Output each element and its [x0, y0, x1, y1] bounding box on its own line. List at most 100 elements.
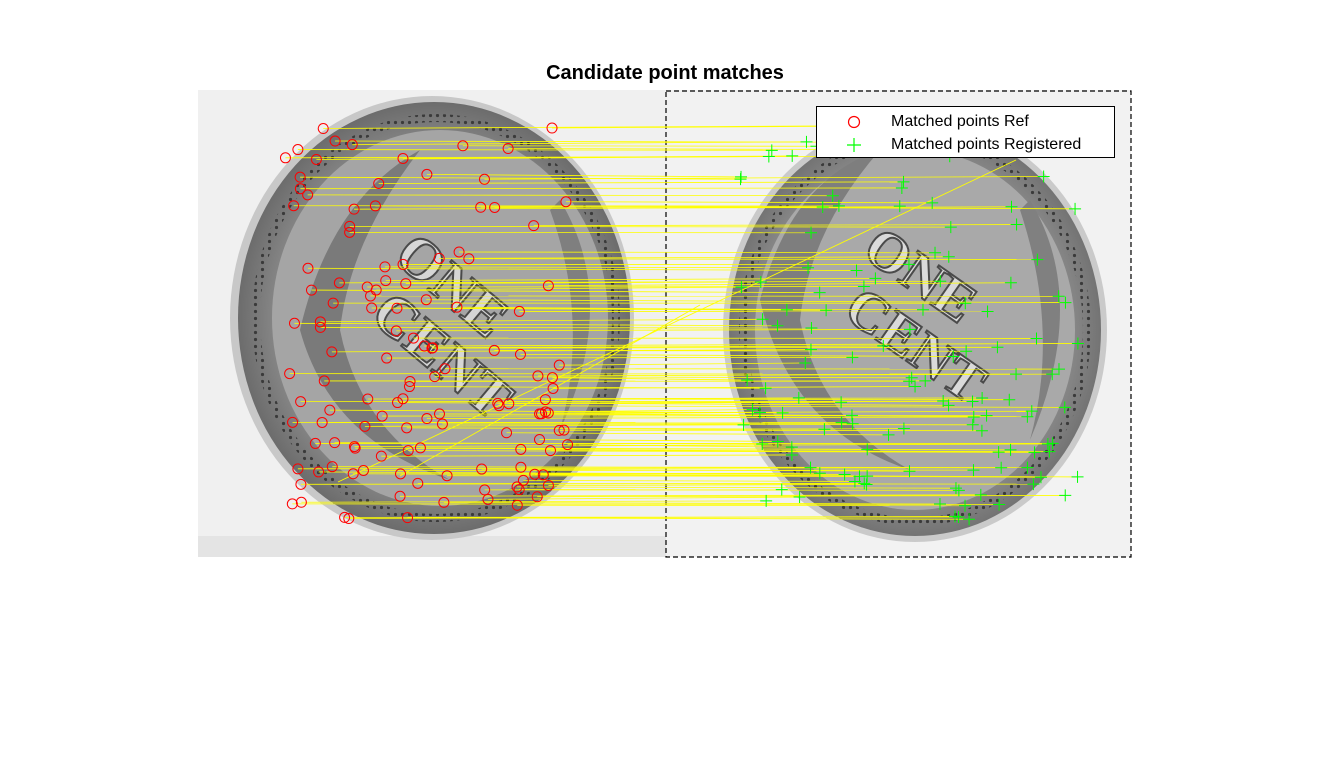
ref-point-marker [318, 375, 330, 387]
registered-point-marker [1071, 337, 1084, 350]
ref-point-marker [453, 246, 465, 258]
ref-point-marker [414, 442, 426, 454]
match-line [410, 380, 926, 382]
registered-point-marker [746, 403, 759, 416]
registered-point-marker [1005, 200, 1018, 213]
match-line [396, 328, 910, 332]
ref-point-marker [309, 437, 321, 449]
match-line [316, 156, 769, 160]
ref-point-marker [395, 468, 407, 480]
ref-point-marker [560, 196, 572, 208]
registered-point-marker [846, 417, 859, 430]
ref-point-marker [513, 305, 525, 317]
match-line [523, 479, 855, 482]
ref-point-marker [515, 443, 527, 455]
registered-point-marker [1052, 363, 1065, 376]
ref-point-marker [326, 461, 338, 473]
ref-point-marker [558, 424, 570, 436]
ref-point-marker [501, 427, 513, 439]
registered-point-marker [949, 482, 962, 495]
registered-point-marker [995, 461, 1008, 474]
figure-title: Candidate point matches [546, 62, 784, 84]
match-line [563, 429, 982, 432]
match-line [520, 353, 954, 357]
registered-point-marker [991, 341, 1004, 354]
registered-point-marker [967, 464, 980, 477]
ref-point-marker [529, 468, 541, 480]
registered-point-marker [765, 144, 778, 157]
ref-point-marker [348, 203, 360, 215]
registered-point-marker [902, 258, 915, 271]
ref-point-marker [295, 478, 307, 490]
ref-point-marker [436, 418, 448, 430]
ref-point-marker [511, 481, 523, 493]
registered-point-marker [813, 286, 826, 299]
outlier-match-line [399, 304, 701, 477]
registered-point-marker [1021, 461, 1034, 474]
ref-point-marker [553, 359, 565, 371]
registered-point-marker [893, 200, 906, 213]
match-line [400, 494, 981, 497]
ref-point-marker [329, 437, 341, 449]
match-line [552, 125, 839, 129]
ref-point-marker [279, 152, 291, 164]
match-line [320, 327, 812, 329]
registered-point-marker [1052, 290, 1065, 303]
match-line [300, 176, 741, 180]
match-line [367, 397, 983, 400]
registered-point-marker [929, 246, 942, 259]
match-line [397, 402, 949, 406]
registered-point-marker [975, 424, 988, 437]
ref-point-marker [305, 284, 317, 296]
ref-point-marker [380, 275, 392, 287]
registered-point-marker [1058, 401, 1071, 414]
ref-point-marker [376, 410, 388, 422]
match-line [396, 307, 923, 311]
match-line [431, 346, 998, 349]
match-line [426, 299, 1066, 303]
match-line [442, 423, 973, 426]
match-line [334, 442, 763, 445]
ref-point-marker [402, 512, 414, 524]
registered-point-marker [877, 339, 890, 352]
registered-point-marker [832, 199, 845, 212]
match-line [307, 267, 857, 271]
registered-point-marker [952, 510, 965, 523]
match-line [381, 454, 792, 457]
registered-point-marker [734, 173, 747, 186]
registered-point-marker [771, 319, 784, 332]
ref-point-marker [537, 469, 549, 481]
match-line [533, 224, 1017, 227]
ref-point-marker [421, 168, 433, 180]
registered-point-marker [882, 428, 895, 441]
registered-point-marker [760, 494, 773, 507]
ref-point-marker [302, 189, 314, 201]
match-line [384, 266, 809, 269]
registered-point-marker [793, 491, 806, 504]
match-line [497, 400, 944, 404]
ref-point-marker [294, 183, 306, 195]
match-line [534, 473, 1078, 478]
ref-point-marker [400, 278, 412, 290]
ref-point-marker [502, 143, 514, 155]
ref-point-marker [366, 302, 378, 314]
registered-point-marker [1028, 446, 1041, 459]
match-line [311, 289, 820, 294]
ref-point-marker [313, 466, 325, 478]
match-line [539, 439, 778, 442]
ref-point-marker [438, 496, 450, 508]
ref-point-marker [295, 496, 307, 508]
registered-point-marker [805, 322, 818, 335]
ref-point-marker [528, 220, 540, 232]
ref-point-marker [359, 420, 371, 432]
registered-point-marker [992, 446, 1005, 459]
match-line [339, 280, 941, 284]
registered-point-marker [1010, 368, 1023, 381]
ref-point-marker [533, 434, 545, 446]
registered-point-marker [1059, 489, 1072, 502]
match-line [468, 258, 1038, 260]
ref-point-marker [288, 317, 300, 329]
ref-point-marker [544, 445, 556, 457]
match-line [329, 409, 783, 414]
ref-point-marker [476, 463, 488, 475]
